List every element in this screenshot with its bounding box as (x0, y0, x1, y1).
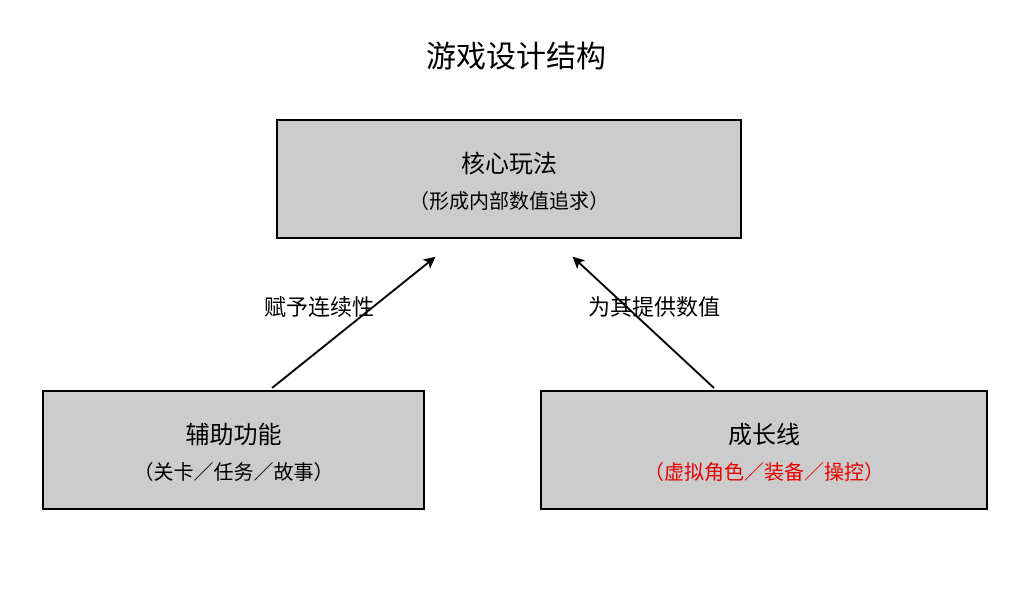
node-growth: 成长线 （虚拟角色／装备／操控） (540, 390, 988, 510)
edge-label-growth-core: 为其提供数值 (588, 290, 720, 322)
node-growth-sub: （虚拟角色／装备／操控） (644, 456, 884, 485)
node-assist-sub: （关卡／任务／故事） (134, 456, 334, 485)
diagram-title: 游戏设计结构 (0, 32, 1032, 76)
node-core-label: 核心玩法 (461, 144, 557, 179)
node-assist-label: 辅助功能 (186, 415, 282, 450)
edge-assist-core (272, 258, 434, 388)
node-assist: 辅助功能 （关卡／任务／故事） (42, 390, 425, 510)
node-core: 核心玩法 （形成内部数值追求） (276, 119, 742, 239)
node-growth-label: 成长线 (728, 415, 800, 450)
edge-growth-core (574, 258, 714, 388)
node-core-sub: （形成内部数值追求） (409, 185, 609, 214)
edge-label-assist-core: 赋予连续性 (264, 290, 374, 322)
